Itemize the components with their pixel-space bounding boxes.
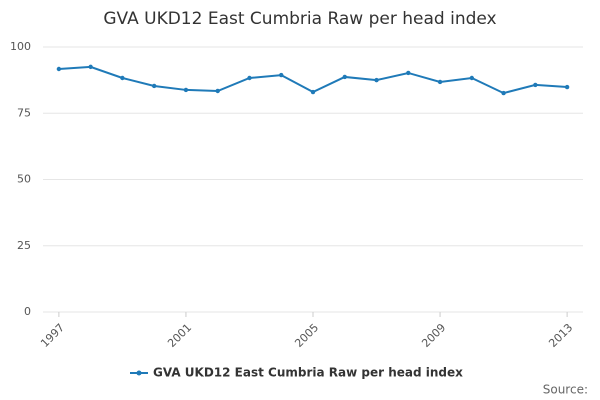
point xyxy=(501,90,506,96)
point xyxy=(120,75,125,81)
y-tick-label: 25 xyxy=(17,239,31,252)
point xyxy=(247,75,252,81)
point xyxy=(469,75,475,81)
y-tick-label: 50 xyxy=(17,173,31,186)
x-tick-label: 2005 xyxy=(292,321,321,350)
y-tick-label: 0 xyxy=(24,305,31,318)
x-tick-label: 2013 xyxy=(546,321,575,350)
point xyxy=(406,70,411,76)
point xyxy=(88,64,93,70)
y-tick-label: 75 xyxy=(17,106,31,119)
point xyxy=(437,79,443,85)
x-tick-label: 2001 xyxy=(165,321,194,350)
source: Source: xyxy=(543,383,588,397)
point xyxy=(279,72,284,78)
point xyxy=(151,83,157,89)
point xyxy=(564,84,570,90)
point xyxy=(310,89,316,95)
point xyxy=(533,82,538,88)
point xyxy=(56,66,62,72)
legend-label: GVA UKD12 East Cumbria Raw per head inde… xyxy=(153,366,463,380)
point xyxy=(374,77,379,83)
point xyxy=(183,87,189,93)
line xyxy=(58,65,568,95)
point xyxy=(215,88,220,94)
x-tick-label: 1997 xyxy=(38,321,67,350)
y-tick-label: 100 xyxy=(10,40,31,53)
legend-marker xyxy=(136,370,142,376)
point xyxy=(342,74,347,80)
x-tick-label: 2009 xyxy=(419,321,448,350)
chart-title: GVA UKD12 East Cumbria Raw per head inde… xyxy=(103,9,496,29)
